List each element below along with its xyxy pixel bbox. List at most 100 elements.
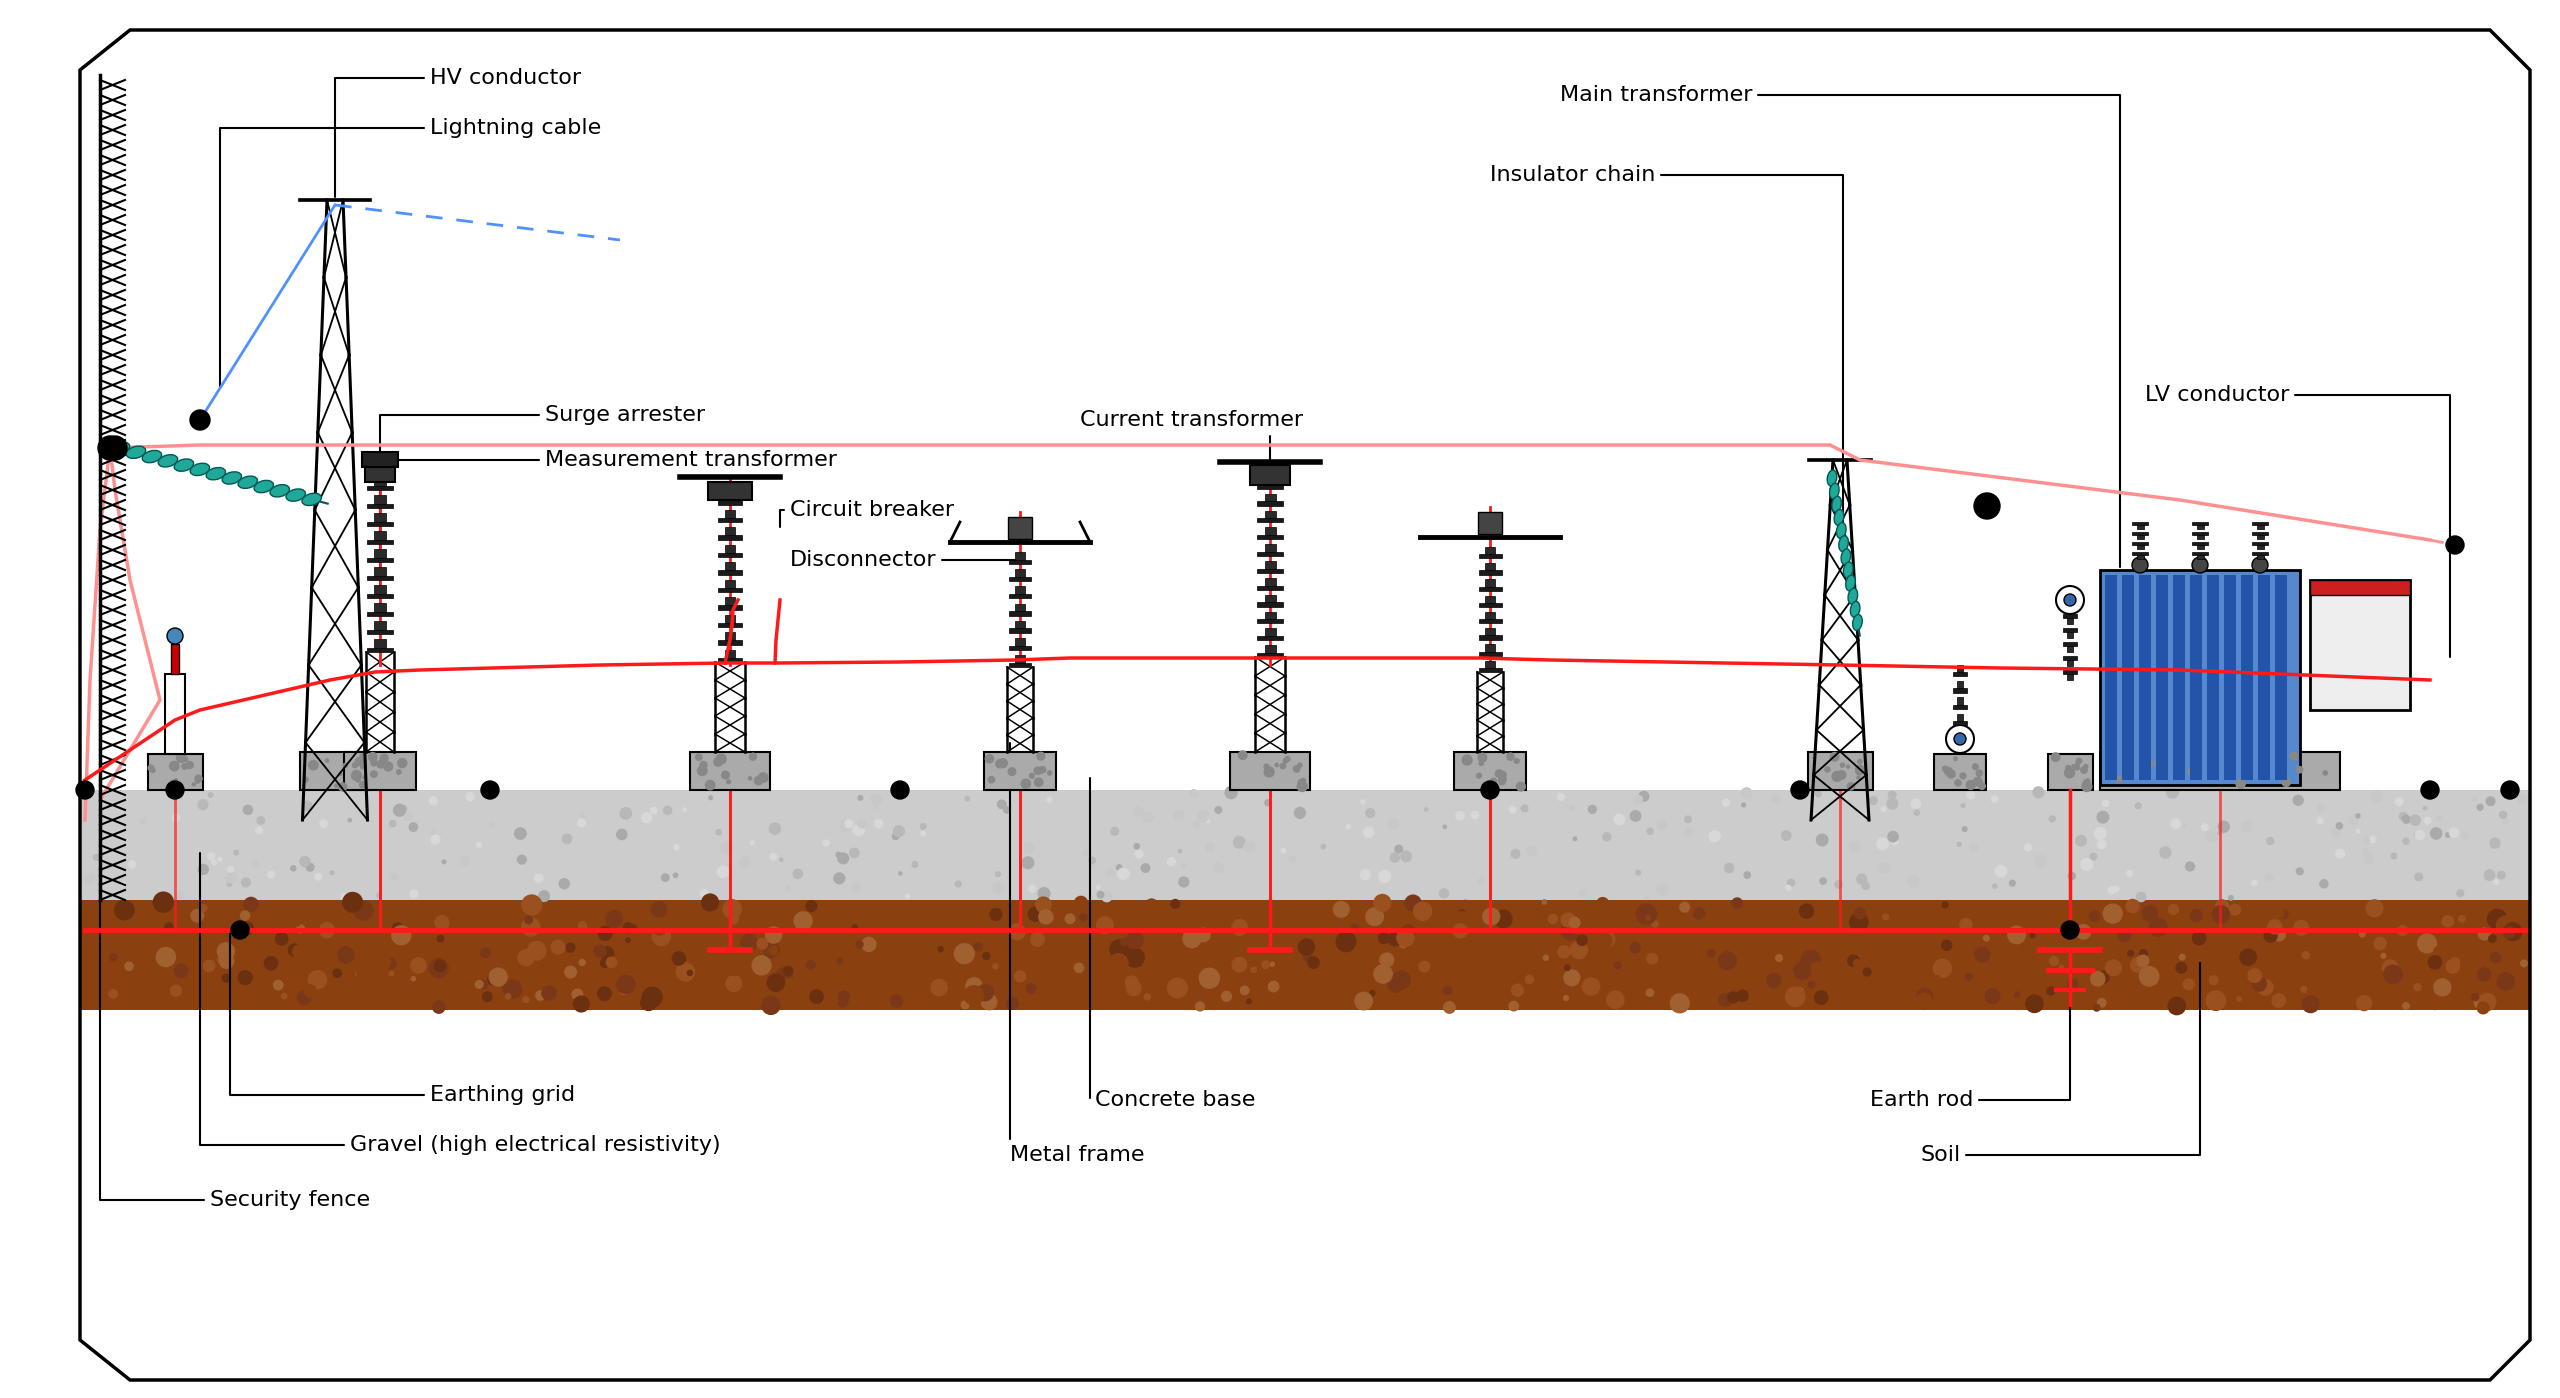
Ellipse shape (207, 467, 225, 480)
Circle shape (2263, 930, 2276, 942)
Circle shape (714, 758, 722, 766)
Circle shape (1956, 780, 1961, 786)
Circle shape (1715, 839, 1720, 844)
Circle shape (253, 860, 259, 865)
Circle shape (1482, 781, 1500, 800)
Circle shape (305, 984, 315, 997)
Circle shape (1723, 800, 1731, 807)
Circle shape (1009, 768, 1016, 776)
Circle shape (2058, 965, 2063, 969)
Circle shape (102, 436, 128, 460)
Bar (1807, 752, 1871, 790)
Circle shape (1029, 773, 1034, 779)
Circle shape (315, 874, 323, 879)
Circle shape (1027, 984, 1037, 993)
Circle shape (1976, 770, 1981, 776)
Circle shape (504, 980, 522, 998)
Circle shape (276, 932, 287, 945)
Circle shape (1388, 932, 1400, 945)
Circle shape (1917, 988, 1933, 1004)
Circle shape (1961, 918, 1971, 931)
Circle shape (1239, 751, 1247, 759)
Circle shape (607, 958, 617, 967)
Circle shape (1636, 871, 1641, 875)
Circle shape (504, 994, 509, 1000)
Circle shape (1418, 962, 1428, 972)
Circle shape (174, 965, 187, 977)
Circle shape (1818, 835, 1828, 846)
Bar (366, 485, 394, 491)
Circle shape (2458, 891, 2463, 896)
Circle shape (1413, 902, 1431, 920)
Circle shape (1597, 934, 1613, 948)
Circle shape (1889, 833, 1897, 840)
Bar (1257, 586, 1283, 590)
Circle shape (1298, 763, 1303, 768)
Circle shape (1098, 892, 1103, 898)
Circle shape (1820, 878, 1825, 884)
Circle shape (1265, 765, 1270, 769)
Circle shape (1974, 777, 1981, 786)
Circle shape (361, 754, 366, 759)
Circle shape (1393, 972, 1411, 988)
Circle shape (1882, 807, 1887, 811)
Ellipse shape (110, 442, 131, 454)
Circle shape (2266, 837, 2273, 844)
Circle shape (1846, 765, 1851, 768)
Circle shape (1610, 993, 1615, 998)
Circle shape (2424, 818, 2432, 823)
Circle shape (1795, 962, 1810, 979)
Circle shape (1510, 984, 1523, 997)
Circle shape (750, 754, 755, 761)
Bar (1480, 651, 1503, 656)
Circle shape (1787, 885, 1792, 891)
Circle shape (1367, 907, 1382, 925)
Circle shape (1562, 913, 1574, 927)
Circle shape (1833, 772, 1841, 781)
Circle shape (630, 925, 637, 931)
Circle shape (1477, 754, 1487, 762)
Circle shape (1569, 941, 1587, 959)
Circle shape (1651, 921, 1659, 927)
Circle shape (717, 754, 727, 765)
Circle shape (1597, 898, 1608, 910)
Circle shape (845, 819, 852, 828)
Circle shape (996, 759, 1004, 768)
Circle shape (2450, 828, 2458, 837)
Bar (2196, 534, 2204, 540)
Circle shape (1912, 798, 1920, 808)
Bar (1257, 485, 1283, 489)
Circle shape (2373, 938, 2386, 949)
Bar (1956, 698, 1964, 705)
Circle shape (2253, 556, 2268, 573)
Circle shape (97, 436, 123, 460)
Bar (724, 510, 735, 517)
Bar (1014, 656, 1024, 663)
Circle shape (1856, 768, 1864, 774)
Circle shape (535, 874, 543, 882)
Circle shape (1206, 819, 1211, 822)
Bar (2189, 575, 2202, 780)
Circle shape (1633, 795, 1644, 804)
Circle shape (663, 807, 671, 815)
Circle shape (1231, 920, 1247, 935)
Bar (2132, 542, 2148, 544)
Circle shape (1014, 970, 1027, 981)
Bar (2191, 533, 2207, 534)
Circle shape (550, 941, 566, 953)
Bar (1257, 653, 1283, 657)
Circle shape (1887, 832, 1897, 842)
Circle shape (481, 914, 497, 928)
Circle shape (1638, 791, 1649, 801)
Circle shape (481, 781, 499, 800)
Circle shape (1101, 892, 1111, 902)
Circle shape (195, 779, 200, 783)
Bar (2140, 575, 2150, 780)
Circle shape (696, 754, 701, 761)
Circle shape (358, 781, 366, 788)
Bar (1265, 561, 1275, 569)
Circle shape (2212, 993, 2222, 1004)
Circle shape (297, 924, 305, 932)
Circle shape (786, 886, 791, 891)
Circle shape (1480, 878, 1482, 884)
